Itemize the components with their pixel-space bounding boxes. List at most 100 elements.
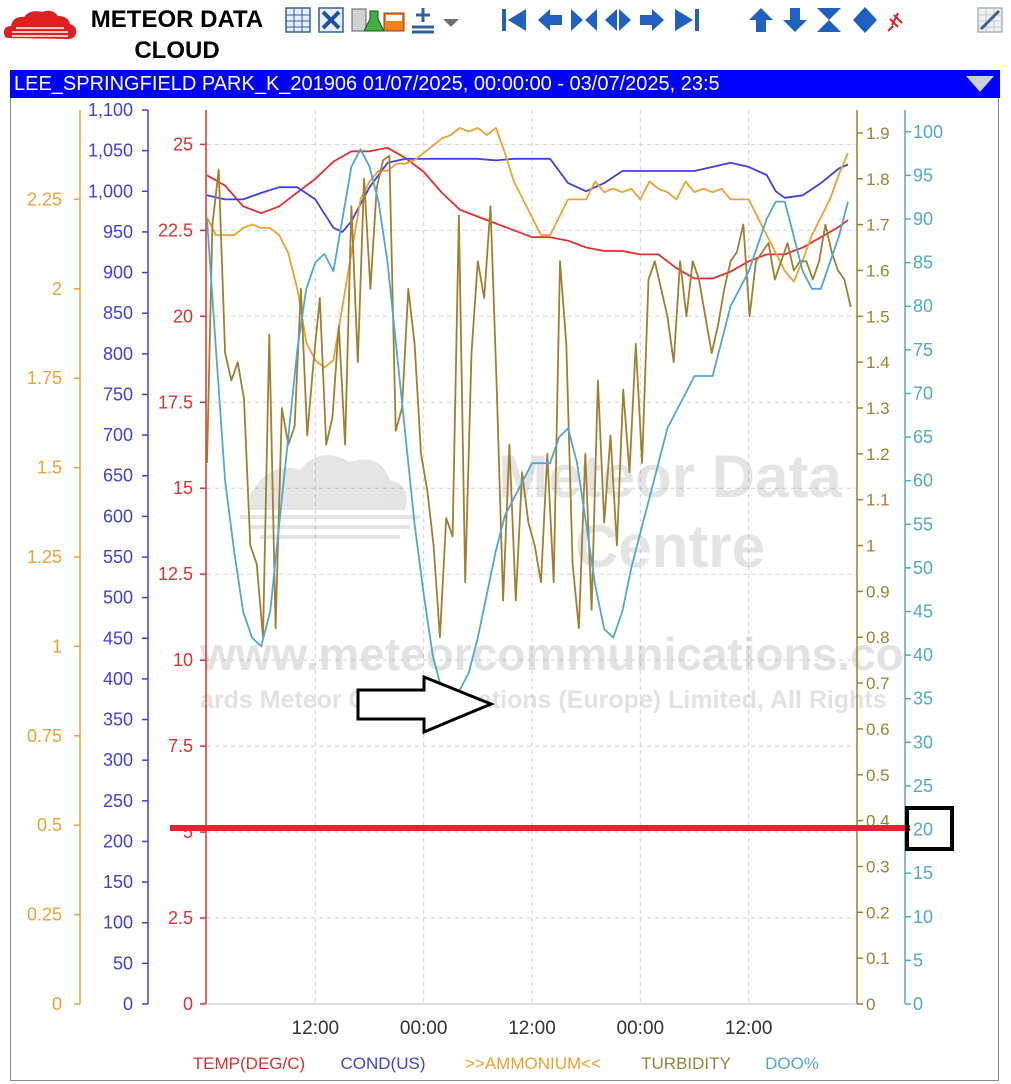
turbidity-tick-label: 0 — [866, 995, 875, 1014]
series-line-temp — [206, 146, 849, 280]
ammonium-tick-label: 0.75 — [27, 726, 62, 746]
expand-icon[interactable] — [603, 5, 633, 35]
legend: TEMP(DEG/C) COND(US) >>AMMONIUM<< TURBIDITY… — [193, 1054, 819, 1073]
temp-tick-label: 10 — [173, 650, 193, 670]
series-line-turbidity — [206, 154, 852, 639]
watermark: Meteor Data Centre www.meteorcommunicati… — [199, 443, 904, 714]
doo-tick-label: 100 — [913, 122, 943, 142]
legend-item-turbidity: TURBIDITY — [641, 1054, 731, 1073]
dropdown-caret-icon[interactable] — [440, 5, 462, 35]
cond-tick-label: 150 — [103, 872, 133, 892]
highlight-box — [905, 806, 954, 851]
pin-icon[interactable] — [884, 5, 906, 35]
temp-tick-label: 20 — [173, 306, 193, 326]
turbidity-tick-label: 1.1 — [866, 491, 890, 510]
turbidity-tick-label: 1.4 — [866, 353, 890, 372]
ammonium-tick-label: 0.25 — [27, 905, 62, 925]
ammonium-tick-label: 0 — [52, 994, 62, 1014]
cond-tick-label: 950 — [103, 222, 133, 242]
temp-tick-label: 15 — [173, 478, 193, 498]
chart-title: LEE_SPRINGFIELD PARK_K_201906 01/07/2025… — [14, 73, 720, 95]
chart-table-icon[interactable] — [283, 5, 313, 35]
cond-tick-label: 1,050 — [88, 141, 133, 161]
temp-tick-label: 22.5 — [158, 220, 193, 240]
axes: 00.250.50.7511.251.51.7522.2505010015020… — [27, 100, 943, 1014]
red-cloud-icon — [4, 10, 77, 39]
turbidity-tick-label: 1.2 — [866, 445, 890, 464]
turbidity-tick-label: 1.7 — [866, 216, 890, 235]
turbidity-tick-label: 0.9 — [866, 582, 890, 601]
turbidity-tick-label: 0.5 — [866, 766, 890, 785]
cond-tick-label: 700 — [103, 425, 133, 445]
ammonium-tick-label: 1.75 — [27, 368, 62, 388]
chart-title-bar[interactable]: LEE_SPRINGFIELD PARK_K_201906 01/07/2025… — [10, 70, 1000, 98]
turbidity-tick-label: 1.5 — [866, 307, 890, 326]
cond-tick-label: 450 — [103, 628, 133, 648]
turbidity-tick-label: 1.3 — [866, 399, 890, 418]
cond-tick-label: 250 — [103, 791, 133, 811]
x-axis-ticks: 12:00 00:00 12:00 00:00 12:00 — [292, 1018, 773, 1039]
brand-name: METEOR DATA CLOUD — [82, 4, 272, 66]
turbidity-tick-label: 1.8 — [866, 170, 890, 189]
doo-tick-label: 95 — [913, 165, 933, 185]
turbidity-tick-label: 0.6 — [866, 720, 890, 739]
remove-series-icon[interactable] — [316, 5, 346, 35]
doo-tick-label: 85 — [913, 253, 933, 273]
temp-tick-label: 12.5 — [158, 564, 193, 584]
x-tick-label: 12:00 — [508, 1018, 556, 1039]
watermark-line2: Centre — [575, 513, 765, 580]
doo-tick-label: 65 — [913, 427, 933, 447]
next-icon[interactable] — [637, 5, 667, 35]
cond-tick-label: 900 — [103, 263, 133, 283]
doo-tick-label: 10 — [913, 907, 933, 927]
lab-sample-icon[interactable] — [350, 5, 406, 35]
legend-item-ammonium: >>AMMONIUM<< — [465, 1054, 601, 1073]
temp-tick-label: 7.5 — [168, 736, 193, 756]
turbidity-tick-label: 0.3 — [866, 857, 890, 876]
cond-tick-label: 0 — [123, 994, 133, 1014]
shrink-icon[interactable] — [569, 5, 599, 35]
add-sensor-icon[interactable] — [408, 5, 438, 35]
chevron-down-icon[interactable] — [966, 76, 994, 92]
diamond-icon[interactable] — [850, 5, 880, 35]
cond-tick-label: 800 — [103, 344, 133, 364]
cond-tick-label: 500 — [103, 588, 133, 608]
turbidity-tick-label: 0.2 — [866, 903, 890, 922]
zoom-range-icon[interactable] — [814, 5, 844, 35]
cond-tick-label: 750 — [103, 384, 133, 404]
cond-tick-label: 300 — [103, 750, 133, 770]
temp-tick-label: 2.5 — [168, 908, 193, 928]
ammonium-tick-label: 1.25 — [27, 547, 62, 567]
first-icon[interactable] — [499, 5, 529, 35]
brand-name-line2: CLOUD — [134, 37, 220, 64]
x-tick-label: 00:00 — [617, 1018, 665, 1039]
legend-item-temp: TEMP(DEG/C) — [193, 1054, 305, 1073]
cond-tick-label: 50 — [113, 953, 133, 973]
cond-tick-label: 550 — [103, 547, 133, 567]
doo-tick-label: 60 — [913, 471, 933, 491]
x-tick-label: 12:00 — [725, 1018, 773, 1039]
toolbar: METEOR DATA CLOUD — [0, 0, 1011, 66]
temp-tick-label: 5 — [183, 822, 193, 842]
move-down-icon[interactable] — [780, 5, 810, 35]
doo-tick-label: 35 — [913, 689, 933, 709]
move-up-icon[interactable] — [746, 5, 776, 35]
edit-chart-icon[interactable] — [975, 5, 1005, 35]
hollow-right-arrow-icon — [356, 674, 495, 735]
doo-tick-label: 70 — [913, 383, 933, 403]
doo-tick-label: 30 — [913, 732, 933, 752]
temp-tick-label: 0 — [183, 994, 193, 1014]
doo-tick-label: 80 — [913, 296, 933, 316]
watermark-logo — [240, 455, 420, 539]
turbidity-tick-label: 1 — [866, 537, 875, 556]
cond-tick-label: 200 — [103, 831, 133, 851]
ammonium-tick-label: 2.25 — [27, 189, 62, 209]
turbidity-tick-label: 1.9 — [866, 124, 890, 143]
previous-icon[interactable] — [535, 5, 565, 35]
series — [206, 127, 852, 700]
last-icon[interactable] — [672, 5, 702, 35]
doo-tick-label: 50 — [913, 558, 933, 578]
chart-frame — [10, 98, 999, 1081]
legend-item-cond: COND(US) — [341, 1054, 426, 1073]
ammonium-tick-label: 2 — [52, 279, 62, 299]
